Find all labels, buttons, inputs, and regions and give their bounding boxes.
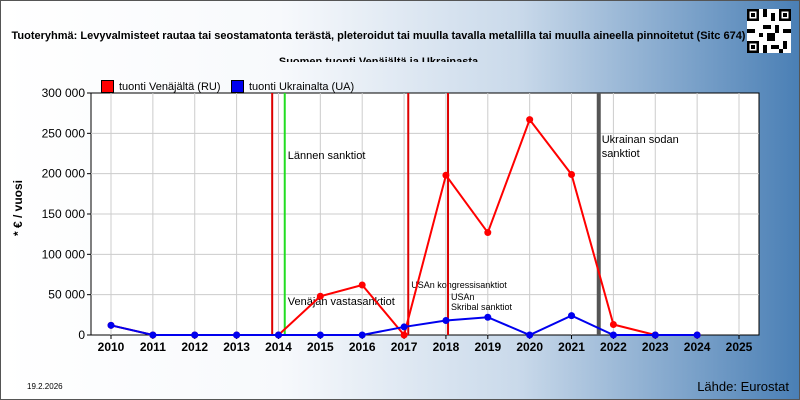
x-tick-label: 2018 — [433, 340, 460, 354]
data-point-ru — [442, 171, 450, 179]
legend-item-ua: tuonti Ukrainalta (UA) — [231, 80, 354, 93]
data-point-ru — [568, 170, 576, 178]
event-label: USAn kongressisanktiot — [411, 280, 507, 290]
event-label: Skribal sanktiot — [451, 302, 513, 312]
data-point-ua — [191, 331, 199, 339]
data-point-ua — [526, 331, 534, 339]
data-point-ua — [693, 331, 701, 339]
data-point-ua — [484, 313, 492, 321]
x-tick-label: 2010 — [98, 340, 125, 354]
y-tick-label: 200 000 — [42, 167, 86, 181]
x-tick-label: 2012 — [181, 340, 208, 354]
data-point-ua — [442, 316, 450, 324]
x-tick-label: 2019 — [474, 340, 501, 354]
x-tick-label: 2014 — [265, 340, 292, 354]
y-tick-label: 50 000 — [48, 288, 85, 302]
data-point-ru — [609, 321, 617, 329]
event-label: USAn — [451, 292, 475, 302]
legend-label-ru: tuonti Venäjältä (RU) — [119, 80, 221, 93]
data-point-ua — [149, 331, 157, 339]
date-stamp: 19.2.2026 — [27, 382, 63, 391]
data-point-ru — [526, 116, 534, 124]
source-label: Lähde: Eurostat — [697, 379, 789, 394]
y-tick-label: 150 000 — [42, 207, 86, 221]
event-label: Ukrainan sodan — [602, 134, 679, 146]
chart-title: Tuoteryhmä: Levyvalmisteet rautaa tai se… — [11, 30, 746, 42]
y-tick-label: 0 — [78, 328, 85, 342]
data-point-ua — [609, 331, 617, 339]
x-tick-label: 2025 — [726, 340, 753, 354]
data-point-ru — [316, 292, 324, 300]
data-point-ua — [568, 312, 576, 320]
x-tick-label: 2021 — [558, 340, 585, 354]
x-tick-label: 2024 — [684, 340, 711, 354]
data-point-ua — [316, 331, 324, 339]
x-tick-label: 2016 — [349, 340, 376, 354]
data-point-ua — [274, 331, 282, 339]
legend-item-ru: tuonti Venäjältä (RU) — [101, 80, 221, 93]
y-tick-label: 300 000 — [42, 86, 86, 100]
x-tick-label: 2020 — [516, 340, 543, 354]
data-point-ua — [107, 321, 115, 329]
x-tick-label: 2011 — [140, 340, 166, 354]
event-label: sanktiot — [602, 148, 640, 160]
x-tick-label: 2013 — [223, 340, 250, 354]
x-tick-label: 2022 — [600, 340, 627, 354]
data-point-ua — [651, 331, 659, 339]
y-tick-label: 100 000 — [42, 247, 86, 261]
data-point-ua — [400, 323, 408, 331]
event-label: Lännen sanktiot — [288, 150, 366, 162]
x-tick-label: 2017 — [391, 340, 418, 354]
legend-label-ua: tuonti Ukrainalta (UA) — [249, 80, 355, 93]
x-tick-label: 2015 — [307, 340, 334, 354]
data-point-ua — [358, 331, 366, 339]
data-point-ru — [484, 229, 492, 237]
data-point-ru — [358, 281, 366, 289]
event-label: Venäjän vastasanktiot — [288, 296, 395, 308]
qr-code — [747, 9, 791, 53]
x-tick-label: 2023 — [642, 340, 669, 354]
data-point-ua — [233, 331, 241, 339]
chart-subtitle: Suomen tuonti Venäjältä ja Ukrainasta — [278, 56, 479, 62]
y-tick-label: 250 000 — [42, 126, 86, 140]
data-point-ru — [400, 331, 408, 339]
